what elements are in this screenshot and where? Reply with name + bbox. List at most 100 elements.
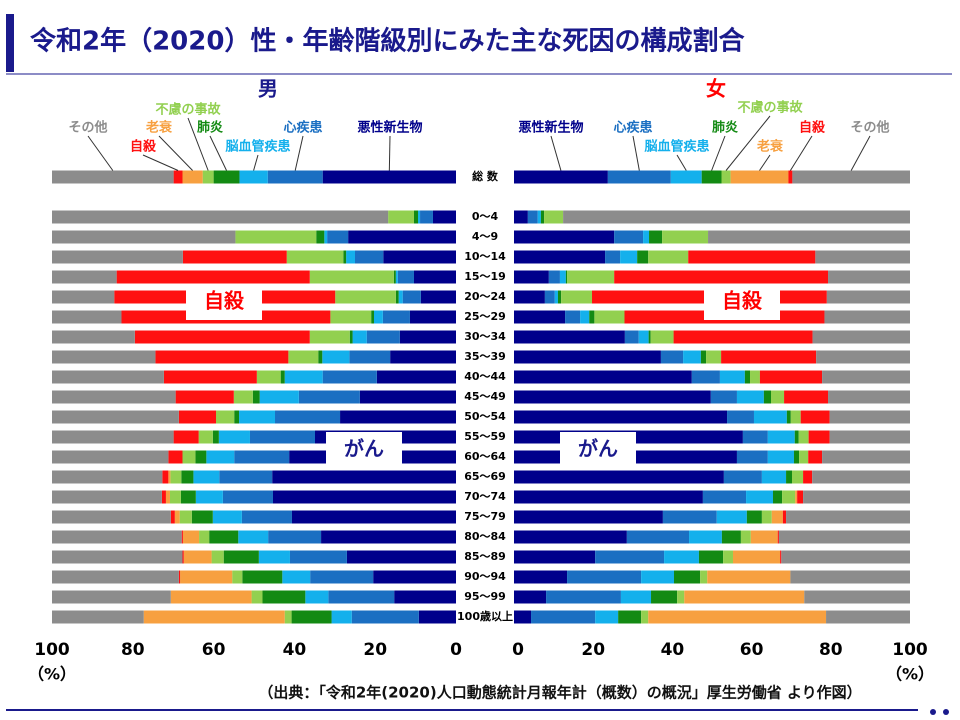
leader-line — [388, 135, 391, 171]
bar-segment — [767, 430, 795, 444]
bar-segment — [777, 530, 779, 544]
bar-segment — [537, 210, 541, 224]
bar-segment — [343, 250, 347, 264]
legend-label: 心疾患 — [283, 120, 322, 136]
bar-segment — [420, 290, 456, 304]
bar-segment — [721, 530, 741, 544]
bar-segment — [700, 570, 708, 584]
bar-segment — [232, 570, 243, 584]
bar-segment — [267, 170, 323, 184]
source: （出典：「令和2年(2020)人口動態統計月報年計（概数）の概況」厚生労働省 よ… — [258, 684, 861, 702]
annotation-box — [186, 284, 262, 320]
bar-segment — [719, 370, 745, 384]
bar-segment — [134, 330, 310, 344]
bar-segment — [305, 590, 329, 604]
bar-segment — [52, 570, 179, 584]
x-tick-label: 0 — [512, 640, 524, 660]
bar-segment — [544, 210, 564, 224]
annotation: がん — [344, 437, 384, 461]
bar-segment — [750, 370, 760, 384]
bar-segment — [272, 470, 456, 484]
bar-segment — [780, 550, 782, 564]
bar-segment — [626, 530, 690, 544]
bar-segment — [222, 490, 273, 504]
bar-segment — [544, 290, 555, 304]
bar-segment — [637, 250, 649, 264]
category-label: 10〜14 — [464, 250, 506, 263]
bar-segment — [514, 210, 528, 224]
bar-segment — [359, 390, 456, 404]
bar-segment — [234, 450, 290, 464]
bar-segment — [514, 290, 545, 304]
bar-segment — [288, 350, 319, 364]
bar-segment — [195, 450, 207, 464]
bar-segment — [702, 490, 747, 504]
bar-segment — [409, 310, 456, 324]
bar-segment — [291, 510, 456, 524]
bar-segment — [388, 210, 414, 224]
category-label: 4〜9 — [472, 230, 498, 243]
bar-segment — [514, 550, 596, 564]
bar-segment — [175, 390, 234, 404]
bar-segment — [540, 210, 545, 224]
bar-segment — [390, 350, 456, 364]
bar-segment — [284, 610, 292, 624]
leader-line — [294, 135, 304, 171]
bar-segment — [732, 550, 781, 564]
category-label: 65〜69 — [464, 470, 506, 483]
bar-segment — [52, 370, 164, 384]
bar-segment — [284, 370, 323, 384]
bar-segment — [620, 250, 638, 264]
x-tick-label: 40 — [661, 640, 685, 660]
leader-line — [87, 135, 114, 171]
bar-segment — [514, 610, 532, 624]
bar-segment — [784, 390, 829, 404]
bar-segment — [327, 230, 349, 244]
bar-segment — [52, 430, 174, 444]
bar-segment — [684, 590, 805, 604]
bar-segment — [280, 370, 285, 384]
bar-segment — [397, 270, 414, 284]
bar-segment — [202, 170, 214, 184]
bar-segment — [727, 410, 754, 424]
bar-segment — [793, 450, 800, 464]
bar-segment — [170, 510, 175, 524]
x-tick-label: 60 — [202, 640, 226, 660]
bar-segment — [565, 270, 568, 284]
bar-segment — [790, 570, 910, 584]
bar-segment — [589, 310, 595, 324]
bar-segment — [52, 210, 389, 224]
bar-segment — [335, 290, 396, 304]
bar-segment — [736, 450, 768, 464]
leader-line — [253, 154, 259, 171]
bar-segment — [52, 310, 122, 324]
x-tick-label: 60 — [740, 640, 764, 660]
bar-segment — [742, 430, 768, 444]
bar-segment — [256, 370, 281, 384]
bar-segment — [52, 290, 115, 304]
bar-segment — [309, 270, 394, 284]
bar-segment — [178, 410, 217, 424]
bar-segment — [373, 310, 383, 324]
bar-segment — [595, 550, 665, 564]
legend-label: 脳血管疾患 — [225, 139, 290, 155]
bar-segment — [395, 270, 398, 284]
bar-segment — [235, 230, 317, 244]
bar-segment — [183, 550, 212, 564]
bar-segment — [829, 410, 910, 424]
bar-segment — [771, 510, 783, 524]
bar-segment — [52, 230, 236, 244]
bar-segment — [432, 210, 456, 224]
bar-segment — [786, 510, 910, 524]
bar-segment — [803, 470, 813, 484]
bar-segment — [206, 450, 235, 464]
category-label: 95〜99 — [464, 590, 506, 603]
bar-segment — [233, 390, 253, 404]
x-tick-label: 100 — [34, 640, 70, 660]
legend-label: 自殺 — [130, 139, 157, 155]
bar-segment — [828, 390, 910, 404]
bar-segment — [259, 390, 299, 404]
legend-label: 不慮の事故 — [155, 102, 221, 118]
bar-segment — [168, 450, 183, 464]
category-label: 60〜64 — [464, 450, 506, 463]
